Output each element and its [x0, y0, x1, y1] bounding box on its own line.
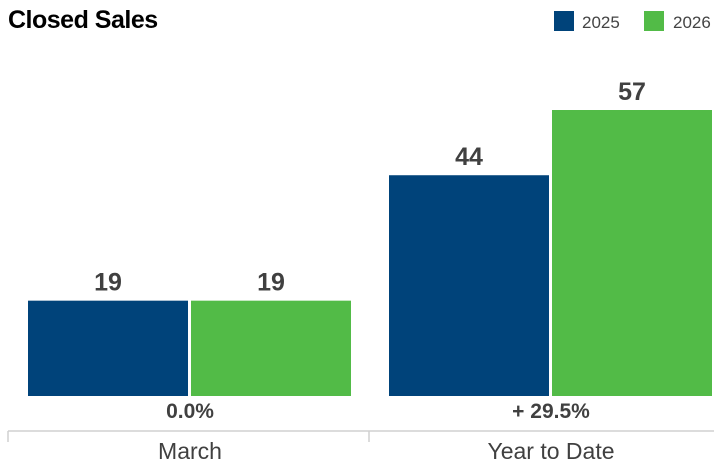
- value-label-ytd-2025: 44: [455, 143, 483, 171]
- legend-label-2026: 2026: [673, 13, 711, 32]
- legend: 2025 2026: [554, 11, 711, 32]
- chart-title: Closed Sales: [8, 6, 158, 34]
- legend-swatch-2025: [554, 11, 574, 31]
- value-label-ytd-2026: 57: [618, 78, 646, 106]
- change-label-ytd: + 29.5%: [512, 400, 590, 423]
- bar-ytd-2025: [389, 175, 549, 396]
- change-label-march: 0.0%: [166, 400, 214, 423]
- x-axis: [7, 430, 714, 442]
- legend-swatch-2026: [644, 11, 664, 31]
- category-labels-group: March Year to Date: [158, 438, 614, 463]
- bar-march-2025: [28, 300, 188, 396]
- change-labels-group: 0.0% + 29.5%: [166, 400, 590, 423]
- category-label-ytd: Year to Date: [487, 438, 614, 463]
- legend-label-2025: 2025: [582, 13, 620, 32]
- bar-march-2026: [191, 300, 351, 396]
- value-labels-group: 19 44 19 57: [94, 78, 646, 297]
- bars-group: [28, 110, 712, 396]
- category-label-march: March: [158, 438, 222, 463]
- value-label-march-2026: 19: [257, 269, 285, 297]
- value-label-march-2025: 19: [94, 269, 122, 297]
- bar-ytd-2026: [552, 110, 712, 396]
